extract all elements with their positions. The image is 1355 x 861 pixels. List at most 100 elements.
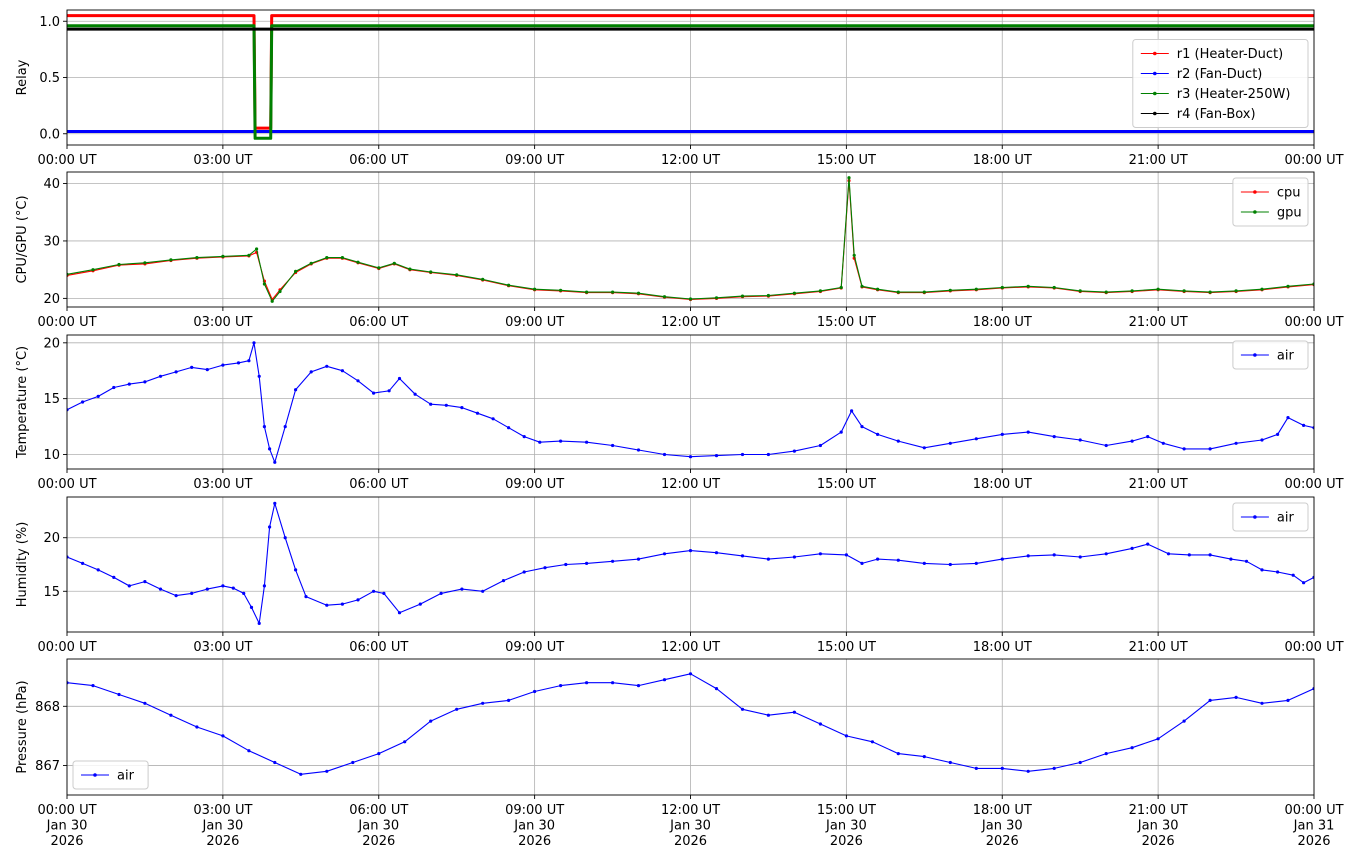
legend-marker [1153, 91, 1157, 96]
data-point [257, 621, 261, 626]
data-point [481, 277, 485, 281]
data-point [564, 562, 568, 567]
panel-2: 20 30 40 00:00 UT 03:00 UT 06:00 UT 09:00 UT 12… [15, 171, 1344, 330]
x-tick-label: Jan 30 [46, 819, 88, 834]
data-point [922, 561, 926, 566]
data-point [190, 591, 194, 596]
panel-1: 0.0 0.5 1.0 00:00 UT 03:00 UT 06:00 UT 09:00 U… [15, 9, 1344, 168]
data-point [257, 374, 261, 378]
legend-frame [1232, 177, 1309, 227]
data-point [636, 684, 641, 688]
data-point [559, 684, 563, 688]
data-point [1286, 698, 1290, 703]
data-point [611, 681, 615, 685]
y-tick-label: 10 [43, 448, 60, 463]
panel-4: 15 20 00:00 UT 03:00 UT 06:00 UT 09:00 UT 12:0… [15, 496, 1344, 655]
data-point [1026, 430, 1030, 434]
data-point [1104, 752, 1108, 756]
legend-marker [1253, 190, 1257, 194]
x-tick-label: 00:00 UT [1284, 153, 1343, 168]
x-tick-label: 21:00 UT [1129, 640, 1188, 655]
x-tick-label: 03:00 UT [193, 477, 252, 492]
legend-frame [1232, 502, 1309, 532]
data-point [876, 557, 880, 561]
data-point [372, 589, 376, 593]
x-tick-label: 03:00 UT [193, 153, 252, 168]
data-point [112, 575, 116, 580]
x-tick-label: 00:00 UT [37, 315, 96, 330]
legend-marker [1153, 111, 1157, 116]
data-point [1026, 284, 1030, 288]
data-point [190, 365, 194, 369]
data-point [922, 755, 926, 759]
data-point [792, 555, 797, 559]
data-point [262, 425, 266, 429]
series-layer [67, 14, 1314, 140]
legend-entry: air [1277, 349, 1295, 364]
data-point [533, 689, 537, 694]
panel-3: 10 15 20 00:00 UT 03:00 UT 06:00 UT 09:00 UT 12… [15, 334, 1344, 492]
data-point [766, 452, 771, 457]
y-tick-label: 867 [35, 759, 60, 774]
data-point [1276, 570, 1280, 574]
data-point [839, 285, 843, 290]
data-point [387, 389, 391, 393]
data-point [792, 449, 797, 453]
data-point [247, 749, 251, 753]
data-point [1052, 553, 1056, 557]
data-point [1156, 737, 1160, 741]
data-point [127, 584, 131, 588]
legend-entry: air [117, 769, 135, 784]
data-point [1130, 546, 1134, 551]
x-tick-label: Jan 30 [513, 819, 555, 834]
x-tick-label: 09:00 UT [505, 640, 564, 655]
data-point [740, 707, 745, 711]
data-point [268, 525, 272, 529]
data-point [1291, 573, 1295, 577]
x-tick-label: 18:00 UT [973, 315, 1032, 330]
data-point [852, 253, 856, 257]
data-point [460, 587, 464, 591]
x-tick-label: 00:00 UT [37, 803, 96, 818]
data-point [356, 379, 360, 383]
data-point [1000, 432, 1004, 436]
data-point [1156, 287, 1160, 291]
data-point [1000, 766, 1004, 771]
x-tick-label: 06:00 UT [349, 315, 408, 330]
data-point [876, 287, 880, 291]
x-tick-label: Jan 30 [981, 819, 1023, 834]
data-point [1130, 289, 1134, 293]
data-point [1229, 557, 1233, 561]
data-point [117, 692, 121, 697]
data-point [1146, 435, 1150, 439]
data-point [766, 293, 771, 298]
data-point [501, 579, 506, 583]
data-point [1104, 290, 1108, 294]
data-point [236, 361, 241, 365]
data-point [262, 584, 266, 588]
data-point [174, 594, 178, 598]
data-point [481, 589, 485, 593]
data-point [340, 602, 344, 606]
data-point [252, 341, 256, 345]
x-tick-label: 00:00 UT [1284, 803, 1343, 818]
x-tick-label: 2026 [830, 834, 863, 849]
data-point [1000, 285, 1004, 290]
data-point [455, 273, 459, 277]
x-tick-label: 06:00 UT [349, 153, 408, 168]
data-point [974, 287, 978, 291]
data-point [1052, 435, 1056, 439]
data-point [507, 426, 511, 430]
data-point [662, 295, 667, 299]
series-layer [67, 672, 1314, 776]
data-point [714, 454, 719, 458]
data-point [948, 562, 952, 567]
data-point [112, 385, 116, 390]
y-tick-label: 1.0 [39, 15, 60, 30]
x-tick-label: 09:00 UT [505, 803, 564, 818]
data-point [1000, 557, 1004, 561]
data-point [1260, 287, 1264, 291]
data-point [860, 284, 864, 288]
data-point [1208, 553, 1212, 557]
